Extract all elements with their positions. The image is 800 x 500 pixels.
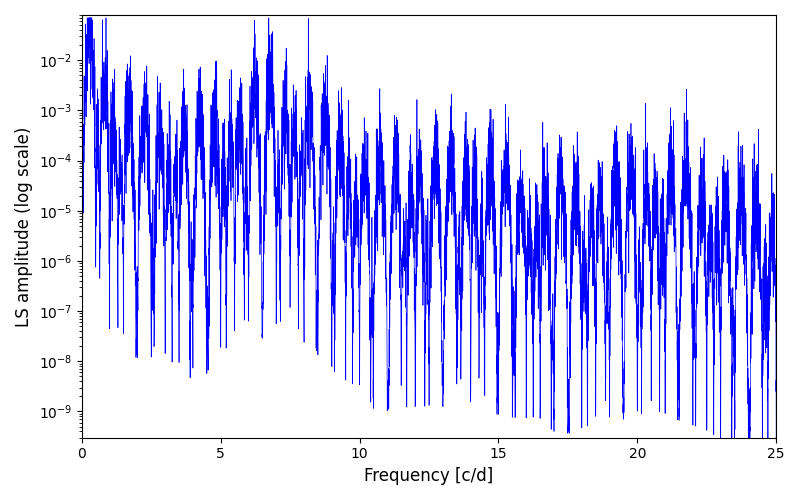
- Y-axis label: LS amplitude (log scale): LS amplitude (log scale): [15, 126, 33, 326]
- X-axis label: Frequency [c/d]: Frequency [c/d]: [364, 467, 494, 485]
